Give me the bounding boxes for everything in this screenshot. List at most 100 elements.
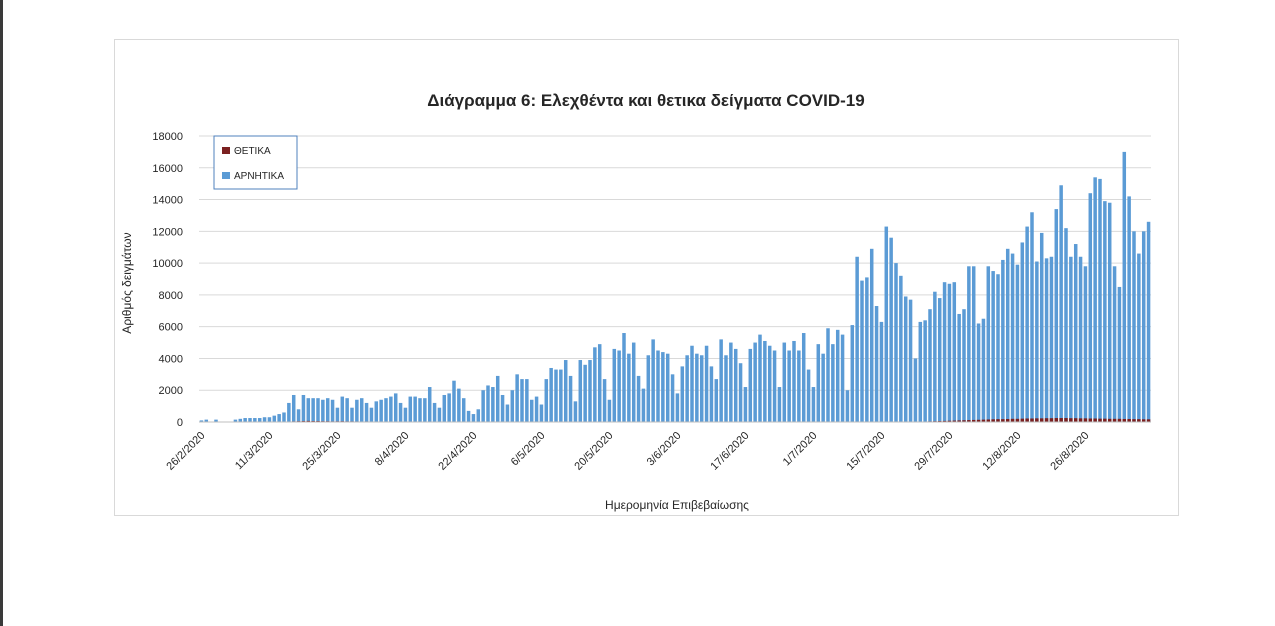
bar-negative — [811, 387, 816, 422]
x-tick-label: 6/5/2020 — [509, 430, 548, 469]
bar-positive — [1103, 418, 1107, 422]
bar-negative — [884, 226, 889, 422]
bar-negative — [442, 394, 447, 422]
bar-negative — [690, 345, 694, 422]
bar-positive — [1117, 418, 1122, 422]
bar-negative — [923, 320, 927, 422]
bar-negative — [714, 379, 719, 422]
bar-positive — [1141, 419, 1146, 422]
x-tick-label: 11/3/2020 — [233, 430, 276, 473]
bar-negative — [495, 375, 500, 422]
bar-negative — [1001, 259, 1005, 422]
bar-negative — [403, 407, 408, 422]
bar-negative — [937, 298, 942, 422]
bar-negative — [685, 355, 689, 422]
bar-negative — [262, 417, 267, 422]
bar-negative — [291, 394, 296, 422]
bar-negative — [301, 394, 306, 422]
legend: ΘΕΤΙΚΑ ΑΡΝΗΤΙΚΑ — [213, 135, 298, 190]
bar-negative — [1141, 231, 1146, 422]
bar-positive — [1098, 418, 1102, 422]
bar-negative — [695, 353, 699, 422]
bar-negative — [505, 404, 510, 422]
bar-negative — [835, 329, 840, 422]
bar-negative — [617, 350, 621, 422]
bar-negative — [996, 274, 1000, 422]
bar-negative — [826, 328, 830, 422]
bar-negative — [398, 402, 403, 422]
bar-negative — [845, 390, 850, 422]
legend-swatch-negative — [222, 172, 230, 179]
bar-positive — [1083, 418, 1088, 422]
bar-negative — [486, 385, 490, 422]
bar-negative — [1117, 286, 1122, 422]
bar-negative — [1069, 256, 1073, 422]
bar-negative — [767, 345, 772, 422]
bar-negative — [1146, 221, 1151, 422]
bar-negative — [986, 266, 991, 422]
bar-negative — [1083, 266, 1088, 422]
bar-positive — [1127, 418, 1131, 422]
bar-negative — [340, 396, 345, 422]
x-tick-label: 20/5/2020 — [572, 430, 615, 473]
chart: Διάγραμμα 6: Ελεχθέντα και θετικα δείγμα… — [120, 91, 1151, 512]
bar-positive — [1001, 419, 1005, 422]
bar-negative — [437, 407, 442, 422]
bar-positive — [952, 420, 957, 422]
bar-negative — [821, 353, 825, 422]
bar-negative — [204, 419, 209, 422]
bar-positive — [1107, 418, 1112, 422]
bar-negative — [908, 299, 913, 422]
x-tick-label: 26/2/2020 — [164, 430, 207, 473]
bar-negative — [1073, 244, 1078, 422]
y-tick-label: 16000 — [152, 163, 183, 175]
bar-negative — [355, 399, 359, 422]
bar-negative — [981, 318, 986, 422]
x-tick-label: 8/4/2020 — [373, 430, 412, 469]
bar-negative — [568, 375, 573, 422]
bar-negative — [680, 366, 685, 422]
bar-positive — [957, 420, 961, 422]
bar-positive — [996, 419, 1000, 422]
bar-negative — [753, 342, 757, 422]
bar-negative — [418, 398, 422, 422]
bar-negative — [316, 398, 320, 422]
bar-negative — [214, 419, 218, 422]
bar-positive — [986, 419, 991, 422]
bar-negative — [675, 393, 680, 422]
bar-negative — [636, 375, 641, 422]
bar-negative — [850, 325, 855, 422]
bar-negative — [729, 342, 733, 422]
bar-positive — [1044, 418, 1049, 422]
bar-negative — [525, 379, 529, 422]
x-tick-label: 1/7/2020 — [781, 430, 820, 469]
bar-positive — [1132, 419, 1136, 422]
y-tick-label: 8000 — [159, 290, 183, 302]
x-tick-label: 3/6/2020 — [645, 430, 684, 469]
bar-negative — [233, 419, 238, 422]
bar-positive — [1073, 418, 1078, 422]
bar-negative — [330, 399, 335, 422]
bar-negative — [670, 374, 675, 422]
bar-positive — [971, 419, 976, 422]
bar-positive — [1015, 418, 1020, 422]
bar-negative — [238, 418, 243, 422]
bar-negative — [612, 348, 617, 422]
bar-negative — [282, 412, 286, 422]
bar-negative — [559, 369, 563, 422]
bar-negative — [1039, 232, 1044, 422]
bar-negative — [840, 334, 845, 422]
bar-negative — [777, 387, 782, 422]
bar-negative — [699, 355, 704, 422]
bar-negative — [709, 366, 714, 422]
legend-label-negative: ΑΡΝΗΤΙΚΑ — [234, 171, 284, 182]
bar-positive — [1059, 418, 1063, 422]
bar-negative — [1122, 151, 1127, 422]
bar-negative — [481, 390, 485, 422]
bar-negative — [1107, 202, 1112, 422]
bar-negative — [1103, 201, 1107, 422]
bar-negative — [597, 344, 602, 422]
bar-positive — [991, 419, 995, 422]
bar-negative — [369, 407, 374, 422]
bar-negative — [942, 282, 947, 422]
